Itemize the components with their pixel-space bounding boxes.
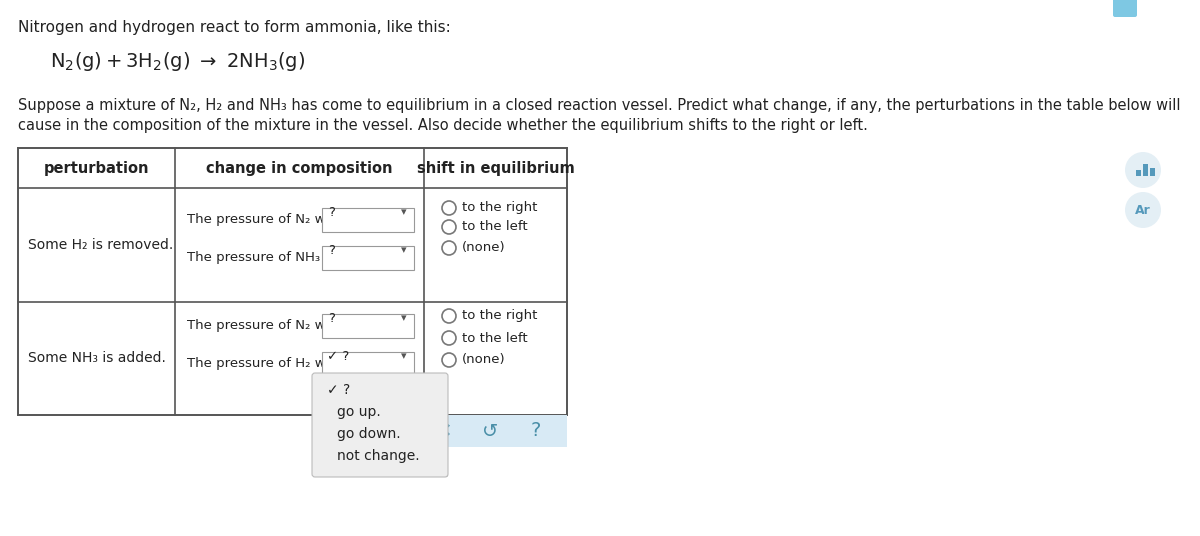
Text: The pressure of NH₃ will: The pressure of NH₃ will [187, 251, 347, 264]
Bar [322, 246, 414, 270]
Text: to the right: to the right [462, 202, 538, 214]
Text: to the right: to the right [462, 309, 538, 323]
Bar [1136, 170, 1141, 176]
Bar [1150, 168, 1154, 176]
Circle shape [442, 220, 456, 234]
Text: Some NH₃ is added.: Some NH₃ is added. [28, 352, 166, 366]
Circle shape [442, 353, 456, 367]
Text: ▾: ▾ [401, 245, 407, 255]
Circle shape [442, 241, 456, 255]
Text: ▾: ▾ [401, 207, 407, 217]
Text: change in composition: change in composition [206, 160, 392, 175]
Circle shape [442, 201, 456, 215]
Text: to the left: to the left [462, 220, 528, 234]
Text: Nitrogen and hydrogen react to form ammonia, like this:: Nitrogen and hydrogen react to form ammo… [18, 20, 451, 35]
Text: ?: ? [328, 243, 335, 257]
Text: perturbation: perturbation [43, 160, 149, 175]
Bar [318, 379, 448, 477]
Bar [425, 415, 568, 447]
Bar [18, 148, 568, 415]
Text: ▾: ▾ [401, 313, 407, 323]
Text: ×: × [436, 421, 452, 441]
Text: go up.: go up. [337, 405, 380, 419]
Bar [322, 208, 414, 232]
Text: ✓ ?: ✓ ? [326, 349, 349, 362]
Text: Suppose a mixture of N₂, H₂ and NH₃ has come to equilibrium in a closed reaction: Suppose a mixture of N₂, H₂ and NH₃ has … [18, 98, 1181, 113]
Circle shape [442, 331, 456, 345]
Text: Some H₂ is removed.: Some H₂ is removed. [28, 238, 173, 252]
Bar [322, 314, 414, 338]
Text: ?: ? [328, 311, 335, 324]
Text: shift in equilibrium: shift in equilibrium [416, 160, 575, 175]
Text: ▾: ▾ [401, 351, 407, 361]
Circle shape [1126, 192, 1162, 228]
Text: The pressure of N₂ will: The pressure of N₂ will [187, 319, 337, 332]
Text: ↺: ↺ [482, 421, 498, 441]
Text: Ar: Ar [1135, 204, 1151, 217]
Text: go down.: go down. [337, 427, 401, 441]
Text: to the left: to the left [462, 331, 528, 345]
Circle shape [1126, 152, 1162, 188]
Text: (none): (none) [462, 354, 505, 367]
Text: cause in the composition of the mixture in the vessel. Also decide whether the e: cause in the composition of the mixture … [18, 118, 868, 133]
Text: (none): (none) [462, 242, 505, 255]
FancyBboxPatch shape [1114, 0, 1138, 17]
Text: The pressure of N₂ will: The pressure of N₂ will [187, 213, 337, 227]
Text: ?: ? [328, 205, 335, 219]
Text: $\mathrm{N_2(g)+3H_2(g)\ \rightarrow\ 2NH_3(g)}$: $\mathrm{N_2(g)+3H_2(g)\ \rightarrow\ 2N… [50, 50, 305, 73]
Bar [1142, 164, 1148, 176]
Text: not change.: not change. [337, 449, 420, 463]
FancyBboxPatch shape [312, 373, 448, 477]
Circle shape [442, 309, 456, 323]
Bar [322, 352, 414, 376]
Text: The pressure of H₂ will: The pressure of H₂ will [187, 358, 337, 370]
Text: ✓ ?: ✓ ? [326, 383, 350, 397]
Text: ?: ? [530, 421, 541, 441]
